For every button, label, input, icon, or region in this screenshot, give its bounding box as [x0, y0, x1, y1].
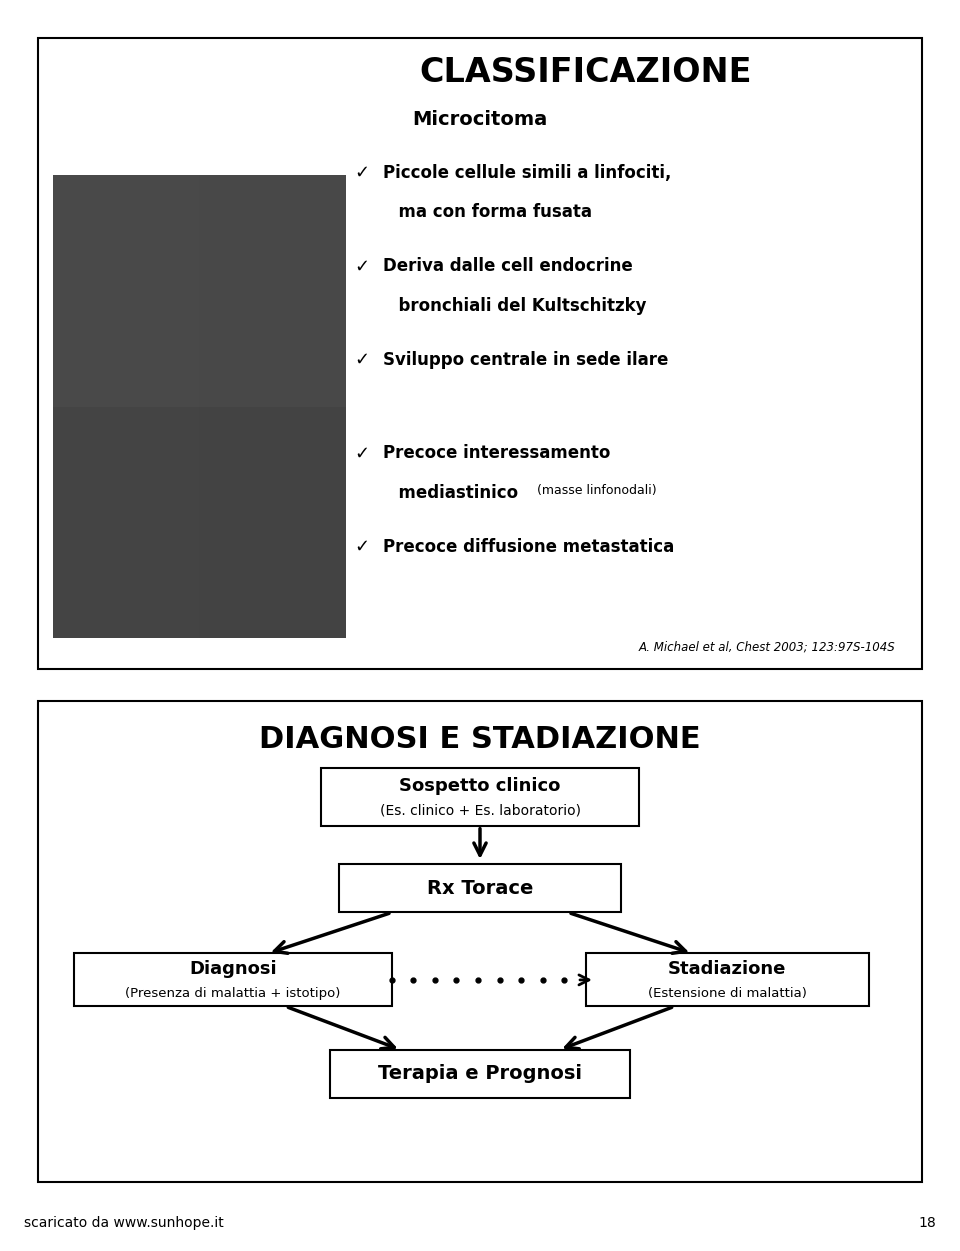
Text: Diagnosi: Diagnosi [189, 961, 276, 978]
Text: mediastinico: mediastinico [387, 484, 524, 502]
Text: Rx Torace: Rx Torace [427, 879, 533, 898]
Text: Terapia e Prognosi: Terapia e Prognosi [378, 1065, 582, 1083]
Text: Precoce diffusione metastatica: Precoce diffusione metastatica [383, 538, 674, 555]
Text: (Estensione di malattia): (Estensione di malattia) [648, 987, 806, 1000]
Text: scaricato da www.sunhope.it: scaricato da www.sunhope.it [24, 1216, 224, 1230]
FancyBboxPatch shape [339, 864, 621, 912]
Text: Deriva dalle cell endocrine: Deriva dalle cell endocrine [383, 258, 633, 275]
Text: ✓: ✓ [354, 350, 370, 369]
Text: ✓: ✓ [354, 538, 370, 555]
Text: ma con forma fusata: ma con forma fusata [387, 203, 592, 221]
Text: Sviluppo centrale in sede ilare: Sviluppo centrale in sede ilare [383, 350, 668, 369]
Text: Stadiazione: Stadiazione [668, 961, 786, 978]
Text: bronchiali del Kultschitzky: bronchiali del Kultschitzky [387, 296, 647, 314]
Text: ✓: ✓ [354, 444, 370, 463]
Text: (masse linfonodali): (masse linfonodali) [538, 484, 657, 497]
FancyBboxPatch shape [586, 953, 869, 1006]
FancyBboxPatch shape [38, 701, 922, 1182]
Text: Microcitoma: Microcitoma [413, 110, 547, 129]
Text: (Es. clinico + Es. laboratorio): (Es. clinico + Es. laboratorio) [379, 803, 581, 817]
Text: ✓: ✓ [354, 258, 370, 275]
Text: 18: 18 [919, 1216, 936, 1230]
Text: Precoce interessamento: Precoce interessamento [383, 444, 611, 463]
Text: Sospetto clinico: Sospetto clinico [399, 777, 561, 796]
Text: ✓: ✓ [354, 164, 370, 181]
Text: DIAGNOSI E STADIAZIONE: DIAGNOSI E STADIAZIONE [259, 724, 701, 753]
Text: (Presenza di malattia + istotipo): (Presenza di malattia + istotipo) [125, 987, 341, 1000]
FancyBboxPatch shape [38, 38, 922, 669]
Text: A. Michael et al, Chest 2003; 123:97S-104S: A. Michael et al, Chest 2003; 123:97S-10… [638, 641, 895, 653]
FancyBboxPatch shape [74, 953, 392, 1006]
FancyBboxPatch shape [321, 768, 639, 826]
Text: Piccole cellule simili a linfociti,: Piccole cellule simili a linfociti, [383, 164, 671, 181]
FancyBboxPatch shape [330, 1050, 630, 1098]
Text: CLASSIFICAZIONE: CLASSIFICAZIONE [420, 56, 753, 90]
